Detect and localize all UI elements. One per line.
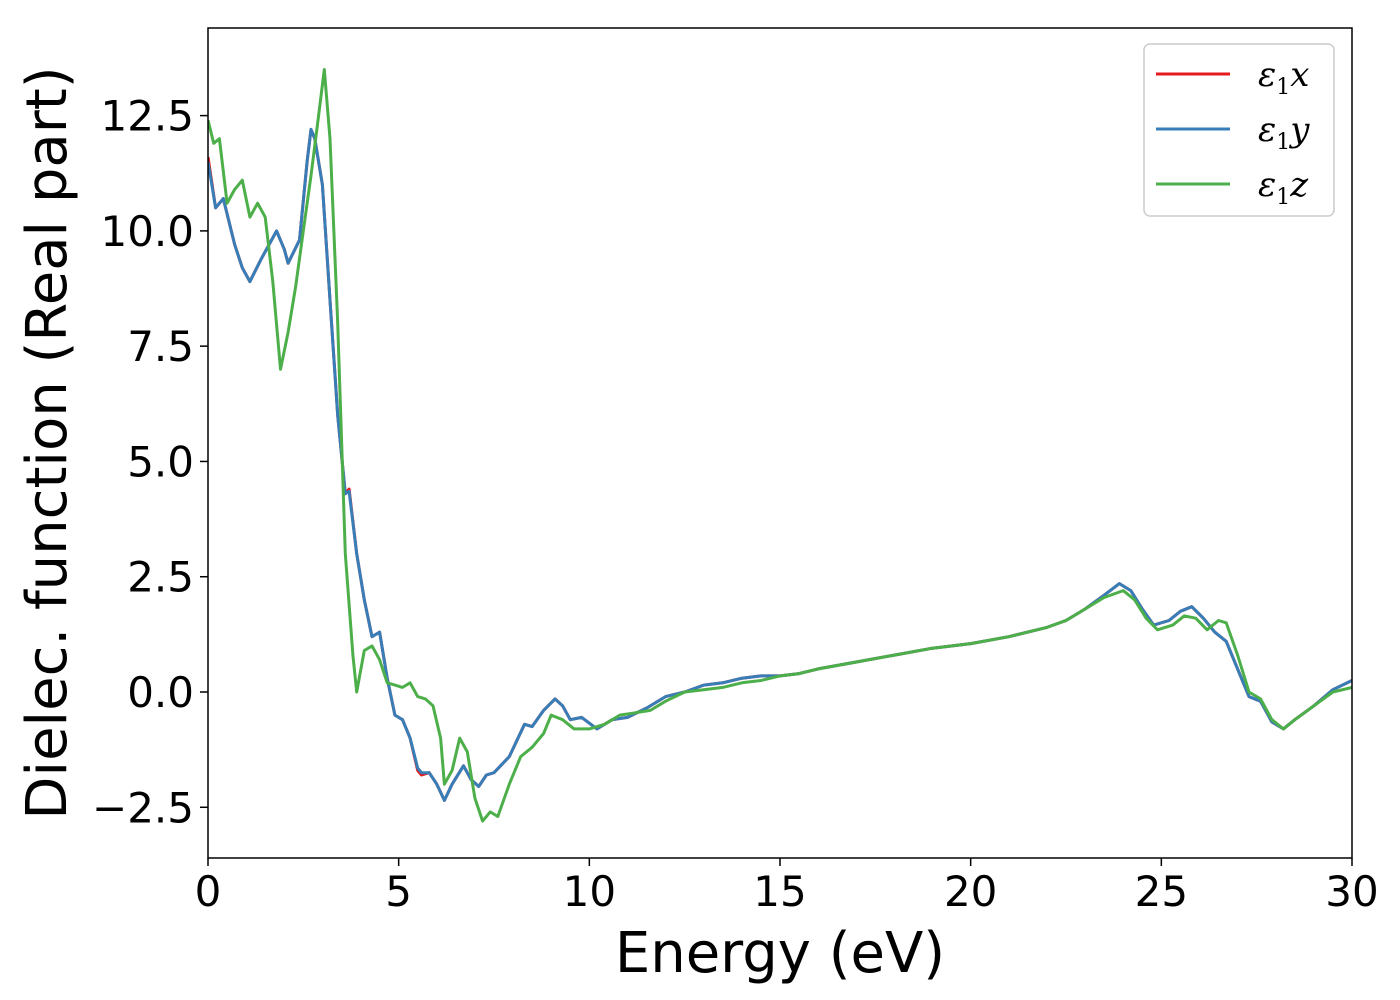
y-tick-label: 0.0 bbox=[127, 668, 194, 717]
x-tick-label: 15 bbox=[753, 867, 806, 916]
y-tick-label: 5.0 bbox=[127, 437, 194, 486]
y-tick-label: 12.5 bbox=[100, 92, 194, 141]
x-axis-label: Energy (eV) bbox=[615, 921, 945, 986]
series-line-y bbox=[208, 127, 1352, 802]
x-tick-label: 0 bbox=[195, 867, 222, 916]
x-tick-label: 5 bbox=[385, 867, 412, 916]
x-tick-label: 25 bbox=[1135, 867, 1188, 916]
y-axis-label: Dielec. function (Real part) bbox=[15, 66, 80, 819]
y-tick-label: −2.5 bbox=[92, 783, 194, 832]
series-line-x bbox=[208, 127, 1352, 802]
x-tick-label: 20 bbox=[944, 867, 997, 916]
y-tick-label: 2.5 bbox=[127, 553, 194, 602]
y-tick-label: 7.5 bbox=[127, 322, 194, 371]
series-lines bbox=[208, 68, 1352, 823]
y-axis: −2.5 0.0 2.5 5.0 7.5 10.0 12.5 bbox=[92, 92, 208, 832]
legend-box bbox=[1143, 43, 1335, 217]
series-line-z bbox=[208, 68, 1352, 823]
x-axis: 0 5 10 15 20 25 30 bbox=[195, 858, 1379, 916]
y-tick-label: 10.0 bbox=[100, 207, 194, 256]
x-tick-label: 10 bbox=[563, 867, 616, 916]
x-tick-label: 30 bbox=[1325, 867, 1378, 916]
